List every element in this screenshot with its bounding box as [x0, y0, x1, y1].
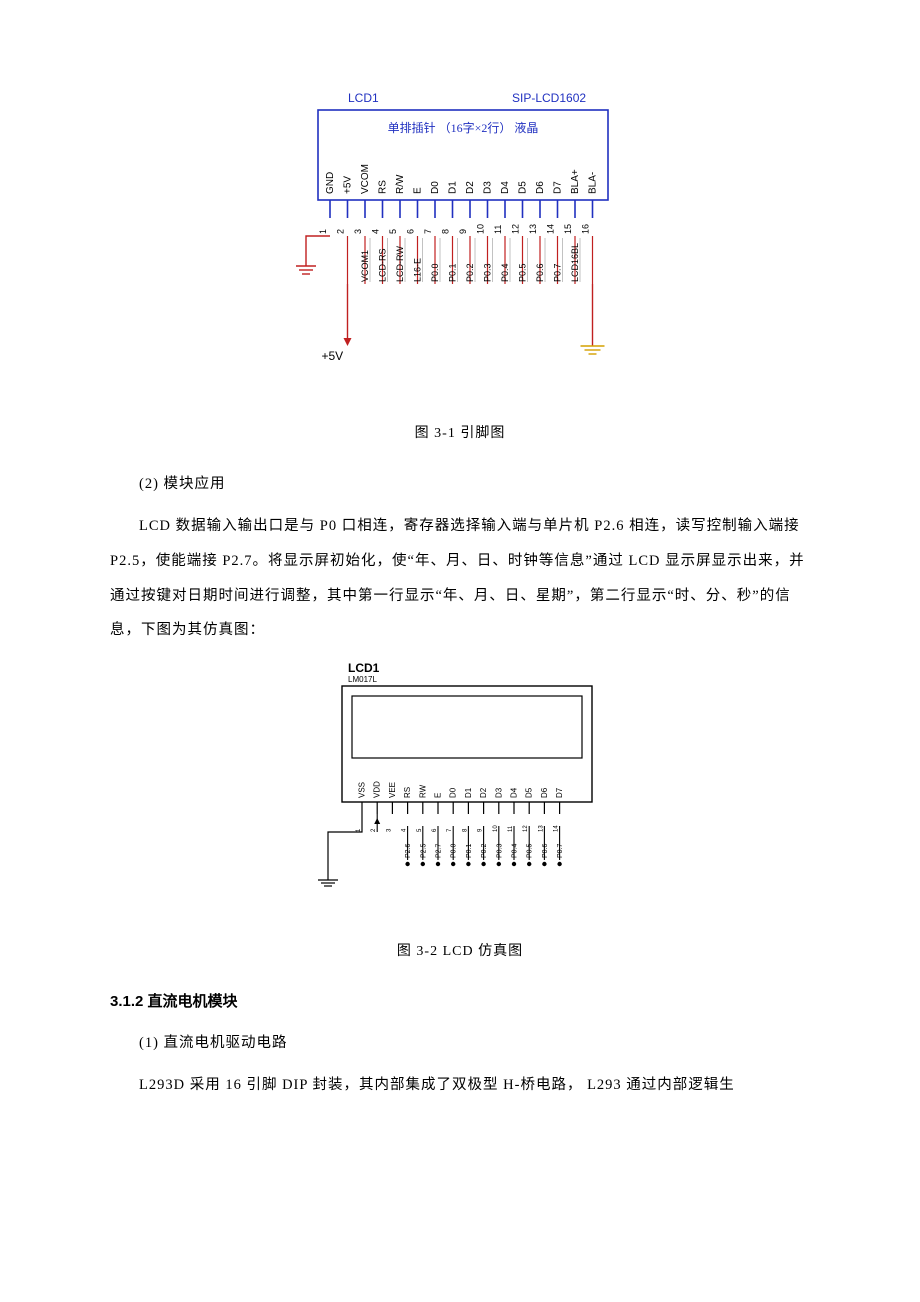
svg-text:GND: GND [325, 172, 336, 194]
para-lcd-desc: LCD 数据输入输出口是与 P0 口相连，寄存器选择输入端与单片机 P2.6 相… [110, 509, 810, 648]
svg-text:P0.6: P0.6 [535, 263, 545, 282]
para-l293d: L293D 采用 16 引脚 DIP 封装，其内部集成了双极型 H-桥电路， L… [110, 1068, 810, 1103]
svg-text:P0.5: P0.5 [527, 844, 534, 859]
svg-text:2: 2 [371, 828, 377, 832]
svg-text:LCD1: LCD1 [348, 661, 380, 675]
svg-text:16: 16 [581, 224, 591, 234]
svg-text:E: E [413, 187, 424, 194]
svg-text:11: 11 [493, 225, 503, 234]
svg-text:P0.6: P0.6 [542, 844, 549, 859]
svg-text:9: 9 [478, 828, 484, 832]
svg-text:P0.2: P0.2 [481, 844, 488, 859]
svg-text:SIP-LCD1602: SIP-LCD1602 [512, 91, 586, 105]
svg-text:8: 8 [462, 828, 468, 832]
svg-text:D0: D0 [430, 181, 441, 194]
svg-text:LCD1: LCD1 [348, 91, 379, 105]
svg-text:P0.5: P0.5 [518, 263, 528, 282]
svg-text:8: 8 [441, 229, 451, 234]
svg-text:+5V: +5V [322, 349, 344, 363]
svg-text:5: 5 [388, 229, 398, 234]
figure-3-1: LCD1 SIP-LCD1602 单排插针 （16字×2行） 液晶 GND 1 +5V 2 V… [290, 90, 630, 410]
svg-text:D3: D3 [494, 787, 503, 798]
svg-text:RW: RW [418, 785, 427, 799]
svg-text:RS: RS [378, 180, 389, 194]
svg-text:RS: RS [403, 787, 412, 798]
svg-text:P2.6: P2.6 [405, 844, 412, 859]
svg-text:R/W: R/W [395, 174, 406, 194]
svg-text:+5V: +5V [343, 176, 354, 194]
svg-text:1: 1 [318, 229, 328, 234]
svg-text:D7: D7 [553, 181, 564, 194]
svg-text:13: 13 [528, 224, 538, 234]
svg-text:D0: D0 [449, 787, 458, 798]
svg-text:6: 6 [432, 828, 438, 832]
svg-text:4: 4 [371, 229, 381, 234]
svg-text:D6: D6 [540, 787, 549, 798]
svg-text:D5: D5 [518, 181, 529, 194]
svg-text:5: 5 [417, 828, 423, 832]
svg-text:VEE: VEE [388, 782, 397, 798]
svg-text:D3: D3 [483, 181, 494, 194]
section-3-1-2-title: 3.1.2 直流电机模块 [110, 990, 810, 1011]
svg-text:14: 14 [546, 224, 556, 234]
svg-text:P2.7: P2.7 [436, 844, 443, 859]
svg-text:7: 7 [423, 229, 433, 234]
svg-text:3: 3 [353, 229, 363, 234]
svg-text:D1: D1 [464, 787, 473, 798]
svg-text:12: 12 [511, 224, 521, 234]
svg-text:12: 12 [523, 825, 529, 832]
svg-text:D4: D4 [510, 787, 519, 798]
svg-text:LCD-RW: LCD-RW [395, 246, 405, 282]
svg-text:D4: D4 [500, 181, 511, 194]
figure-3-2: LCD1LM017LVSS1VDD2VEE3RS4RW5E6D07D18D29D… [310, 658, 610, 928]
svg-text:P0.7: P0.7 [553, 263, 563, 282]
svg-text:BLA+: BLA+ [570, 169, 581, 194]
svg-text:11: 11 [508, 825, 514, 832]
svg-text:10: 10 [476, 224, 486, 234]
svg-text:LCD16BL: LCD16BL [570, 243, 580, 282]
svg-text:VCOM: VCOM [360, 164, 371, 194]
svg-text:4: 4 [402, 828, 408, 832]
svg-text:D2: D2 [479, 787, 488, 798]
svg-text:E: E [434, 793, 443, 798]
svg-text:D2: D2 [465, 181, 476, 194]
svg-text:P0.1: P0.1 [448, 263, 458, 282]
svg-text:LCD-RS: LCD-RS [378, 248, 388, 282]
svg-text:单排插针 （16字×2行） 液晶: 单排插针 （16字×2行） 液晶 [388, 120, 539, 135]
figure-3-1-caption: 图 3-1 引脚图 [110, 422, 810, 442]
svg-text:15: 15 [563, 224, 573, 234]
svg-text:13: 13 [538, 825, 544, 832]
svg-text:P0.3: P0.3 [496, 844, 503, 859]
svg-text:P0.3: P0.3 [483, 263, 493, 282]
svg-text:VCOM1: VCOM1 [360, 250, 370, 282]
subhead-module-app: (2) 模块应用 [110, 472, 810, 493]
svg-text:D7: D7 [555, 787, 564, 798]
svg-text:10: 10 [493, 825, 499, 832]
svg-text:3: 3 [386, 828, 392, 832]
svg-text:9: 9 [458, 229, 468, 234]
svg-text:P0.1: P0.1 [466, 844, 473, 859]
svg-text:P2.5: P2.5 [420, 844, 427, 859]
svg-text:P0.0: P0.0 [430, 263, 440, 282]
svg-text:D1: D1 [448, 181, 459, 194]
svg-text:L16-E: L16-E [413, 258, 423, 282]
subhead-motor-circuit: (1) 直流电机驱动电路 [110, 1031, 810, 1052]
svg-text:LM017L: LM017L [348, 675, 377, 684]
figure-3-2-caption: 图 3-2 LCD 仿真图 [110, 940, 810, 960]
svg-text:P0.2: P0.2 [465, 263, 475, 282]
svg-text:D5: D5 [525, 787, 534, 798]
svg-text:BLA-: BLA- [588, 172, 599, 194]
svg-text:7: 7 [447, 828, 453, 832]
svg-text:VSS: VSS [358, 782, 367, 798]
svg-text:P0.0: P0.0 [451, 844, 458, 859]
svg-text:14: 14 [554, 825, 560, 832]
svg-text:D6: D6 [535, 181, 546, 194]
svg-text:P0.4: P0.4 [512, 844, 519, 859]
svg-text:P0.4: P0.4 [500, 263, 510, 282]
svg-text:2: 2 [336, 229, 346, 234]
svg-text:6: 6 [406, 229, 416, 234]
page: LCD1 SIP-LCD1602 单排插针 （16字×2行） 液晶 GND 1 +5V 2 V… [0, 0, 920, 1302]
svg-text:VDD: VDD [373, 781, 382, 798]
svg-text:P0.7: P0.7 [557, 844, 564, 859]
